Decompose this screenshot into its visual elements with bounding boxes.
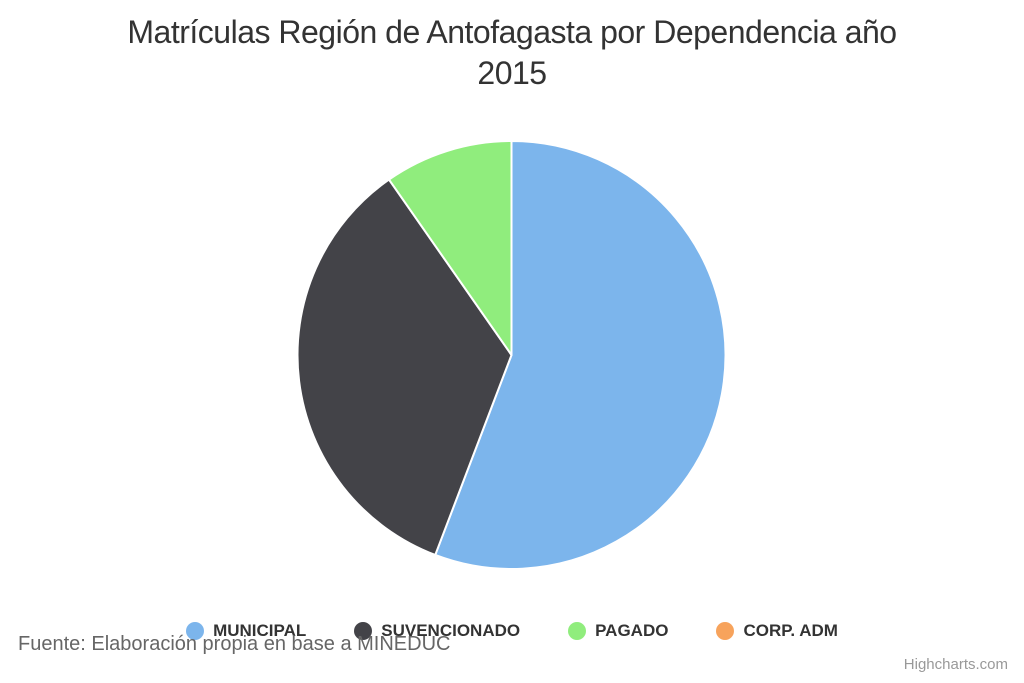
legend-marker-circle-icon [354, 622, 373, 640]
chart-title-line1: Matrículas Región de Antofagasta por Dep… [127, 14, 897, 50]
legend-item-municipal[interactable]: MUNICIPAL [186, 621, 306, 641]
legend-item-suvencionado[interactable]: SUVENCIONADO [354, 621, 520, 641]
legend-marker-circle-icon [568, 622, 587, 640]
legend-marker-circle-icon [186, 622, 205, 640]
legend-item-label: CORP. ADM [743, 621, 838, 640]
legend-item-label: MUNICIPAL [213, 621, 307, 640]
legend-item-corp-adm[interactable]: CORP. ADM [716, 621, 838, 641]
chart-title-line2: 2015 [477, 55, 547, 91]
legend-marker-circle-icon [716, 622, 735, 640]
legend: MUNICIPAL SUVENCIONADO PAGADO CORP. ADM [0, 621, 1024, 641]
legend-item-pagado[interactable]: PAGADO [568, 621, 668, 641]
pie-slice-suvencionado[interactable] [296, 178, 513, 556]
pie-slice-pagado[interactable] [388, 140, 513, 356]
legend-item-label: SUVENCIONADO [381, 621, 521, 640]
source-note: Fuente: Elaboración propia en base a MIN… [18, 633, 451, 655]
chart-title: Matrículas Región de Antofagasta por Dep… [0, 12, 1024, 94]
legend-item-label: PAGADO [595, 621, 669, 640]
highcharts-credit-link[interactable]: Highcharts.com [903, 656, 1008, 673]
pie-slice-municipal[interactable] [434, 140, 727, 570]
